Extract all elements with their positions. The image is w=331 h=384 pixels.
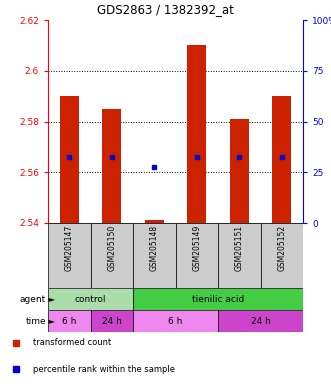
Bar [187, 45, 206, 223]
Text: GSM205152: GSM205152 [277, 225, 286, 271]
Bar [48, 310, 90, 332]
Text: tienilic acid: tienilic acid [192, 295, 244, 303]
Text: percentile rank within the sample: percentile rank within the sample [32, 365, 174, 374]
Bar [218, 310, 303, 332]
Bar [133, 288, 303, 310]
Text: GSM205148: GSM205148 [150, 225, 159, 271]
Bar [60, 96, 79, 223]
Text: control: control [75, 295, 106, 303]
Bar [260, 223, 303, 288]
Text: GDS2863 / 1382392_at: GDS2863 / 1382392_at [97, 3, 234, 16]
Text: GSM205147: GSM205147 [65, 225, 74, 271]
Bar [90, 310, 133, 332]
Text: 24 h: 24 h [102, 316, 122, 326]
Text: 24 h: 24 h [251, 316, 270, 326]
Bar [175, 223, 218, 288]
Bar [145, 220, 164, 223]
Bar [102, 109, 121, 223]
Text: GSM205150: GSM205150 [107, 225, 116, 271]
Bar [272, 96, 291, 223]
Bar [133, 223, 175, 288]
Bar [230, 119, 249, 223]
Text: ►: ► [46, 295, 56, 303]
Text: time: time [25, 316, 46, 326]
Text: agent: agent [20, 295, 46, 303]
Bar [90, 223, 133, 288]
Bar [48, 288, 133, 310]
Text: 6 h: 6 h [168, 316, 183, 326]
Bar [48, 223, 90, 288]
Text: 6 h: 6 h [62, 316, 76, 326]
Text: ►: ► [46, 316, 56, 326]
Bar [218, 223, 260, 288]
Bar [133, 310, 218, 332]
Text: GSM205151: GSM205151 [235, 225, 244, 271]
Text: transformed count: transformed count [32, 338, 111, 347]
Text: GSM205149: GSM205149 [192, 225, 201, 271]
